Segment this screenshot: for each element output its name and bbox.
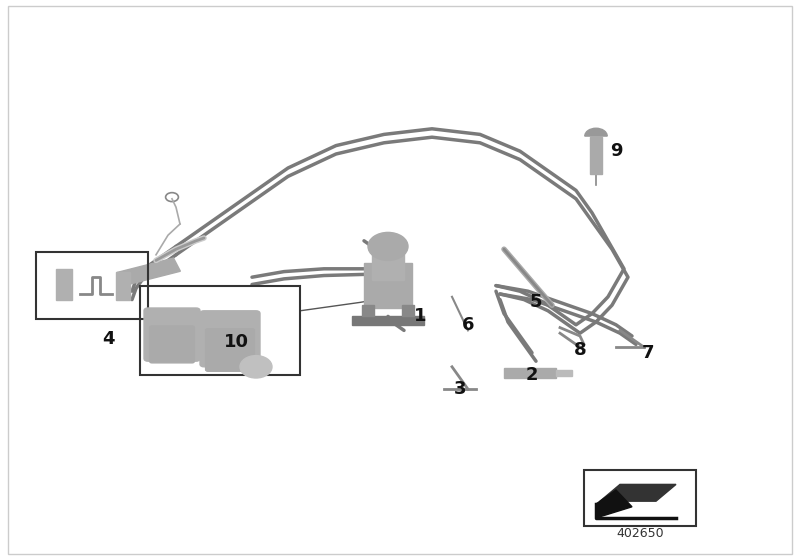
Text: 9: 9	[610, 142, 622, 160]
Text: 2: 2	[526, 366, 538, 384]
Text: 5: 5	[530, 293, 542, 311]
Text: 10: 10	[223, 333, 249, 351]
Bar	[56, 269, 72, 300]
FancyBboxPatch shape	[200, 311, 260, 367]
Text: 6: 6	[462, 316, 474, 334]
Polygon shape	[596, 490, 632, 518]
Bar	[362, 305, 374, 316]
Bar	[116, 272, 130, 300]
Bar	[117, 258, 180, 286]
Polygon shape	[600, 484, 676, 501]
Bar	[556, 370, 572, 376]
Bar	[36, 252, 148, 319]
Bar	[140, 286, 300, 375]
Text: 402650: 402650	[616, 526, 664, 540]
Bar	[584, 470, 696, 526]
Text: 1: 1	[414, 307, 426, 325]
FancyBboxPatch shape	[206, 329, 254, 371]
Bar	[372, 246, 404, 280]
Bar	[402, 305, 414, 316]
Text: 4: 4	[102, 330, 114, 348]
Bar	[504, 368, 556, 378]
Text: 3: 3	[454, 380, 466, 398]
Bar	[364, 263, 412, 308]
Bar	[352, 316, 424, 325]
FancyBboxPatch shape	[150, 326, 194, 363]
Text: 8: 8	[574, 341, 586, 359]
FancyBboxPatch shape	[144, 308, 200, 361]
Text: 7: 7	[642, 344, 654, 362]
Circle shape	[368, 232, 408, 260]
Bar	[590, 137, 602, 174]
Circle shape	[240, 356, 272, 378]
Wedge shape	[585, 128, 607, 136]
